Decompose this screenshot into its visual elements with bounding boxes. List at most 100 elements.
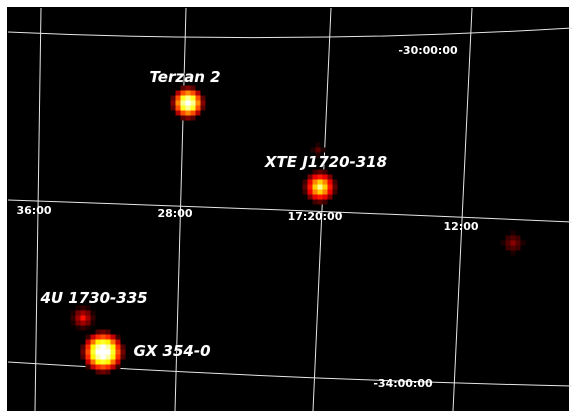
source-pixel (90, 354, 96, 360)
source-label: XTE J1720-318 (264, 153, 387, 171)
source-pixel (85, 334, 91, 340)
source-pixel (100, 349, 106, 355)
source-pixel (185, 105, 191, 111)
ra-label: 12:00 (443, 220, 478, 233)
source-pixel (115, 354, 121, 360)
source-pixel (85, 339, 91, 345)
source-pixel (170, 95, 176, 101)
source-pixel (315, 142, 321, 148)
source-pixel (120, 354, 126, 360)
source-pixel (195, 105, 201, 111)
source-pixel (110, 364, 116, 370)
source-pixel (90, 339, 96, 345)
source-pixel (180, 105, 186, 111)
source-pixel (312, 199, 318, 205)
source-pixel (327, 194, 333, 200)
source-pixel (90, 349, 96, 355)
source-pixel (105, 334, 111, 340)
source-pixel (317, 194, 323, 200)
source-pixel (180, 100, 186, 106)
source-pixel (115, 364, 121, 370)
source-pixel (75, 325, 81, 331)
dec-line (7, 27, 572, 39)
ra-line (34, 7, 42, 411)
source-pixel (70, 315, 76, 321)
source-pixel (307, 189, 313, 195)
source-pixel (175, 110, 181, 116)
source-pixel (110, 359, 116, 365)
source-pixel (95, 329, 101, 335)
source-pixel (500, 240, 506, 246)
source-pixel (317, 179, 323, 185)
source-pixel (75, 305, 81, 311)
source-pixel (100, 339, 106, 345)
source-pixel (90, 315, 96, 321)
source-pixel (195, 100, 201, 106)
source-pixel (185, 100, 191, 106)
source-pixel (100, 334, 106, 340)
source-pixel (95, 339, 101, 345)
source-pixel (190, 100, 196, 106)
source-pixel (90, 344, 96, 350)
source-pixel (105, 329, 111, 335)
source-pixel (190, 95, 196, 101)
source-pixel (115, 334, 121, 340)
source-pixel (85, 320, 91, 326)
source-pixel (180, 115, 186, 121)
source-pixel (75, 310, 81, 316)
source-pixel (85, 310, 91, 316)
source-pixel (175, 100, 181, 106)
source-pixel (85, 344, 91, 350)
source-pixel (307, 179, 313, 185)
source-pixel (505, 240, 511, 246)
source-pixel (180, 90, 186, 96)
source-pixel (200, 100, 206, 106)
source-pixel (322, 174, 328, 180)
source-pixel (505, 245, 511, 251)
source-pixel (85, 305, 91, 311)
source-pixel (327, 184, 333, 190)
source-pixel (85, 315, 91, 321)
source-pixel (175, 95, 181, 101)
source-pixel (85, 349, 91, 355)
source-pixel (120, 349, 126, 355)
source-pixel (105, 369, 111, 375)
source-pixel (505, 235, 511, 241)
source-pixel (115, 349, 121, 355)
source-pixel (190, 85, 196, 91)
source-pixel (195, 90, 201, 96)
source-pixel (332, 184, 338, 190)
source-pixel (302, 184, 308, 190)
source-pixel (317, 169, 323, 175)
dec-line (7, 199, 572, 223)
source-pixel (80, 310, 86, 316)
source-pixel (110, 344, 116, 350)
source-pixel (95, 364, 101, 370)
source-pixel (95, 354, 101, 360)
source-pixel (322, 184, 328, 190)
source-pixel (312, 179, 318, 185)
source-pixel (510, 230, 516, 236)
source-pixel (120, 344, 126, 350)
source-pixel (317, 174, 323, 180)
source-pixel (185, 110, 191, 116)
source-pixel (105, 354, 111, 360)
source-pixel (105, 364, 111, 370)
source-pixel (515, 245, 521, 251)
coordinate-grid (7, 7, 572, 411)
source-pixel (322, 169, 328, 175)
source-pixel (105, 344, 111, 350)
source-pixel (327, 174, 333, 180)
source-pixel (90, 310, 96, 316)
source-pixel (100, 329, 106, 335)
source-pixel (105, 339, 111, 345)
source-pixel (190, 90, 196, 96)
source-pixel (100, 359, 106, 365)
ra-label: 17:20:00 (288, 210, 343, 223)
source-pixel (312, 184, 318, 190)
source-label: 4U 1730-335 (39, 289, 147, 307)
source-pixel (322, 179, 328, 185)
source-pixel (110, 349, 116, 355)
source-pixel (95, 359, 101, 365)
